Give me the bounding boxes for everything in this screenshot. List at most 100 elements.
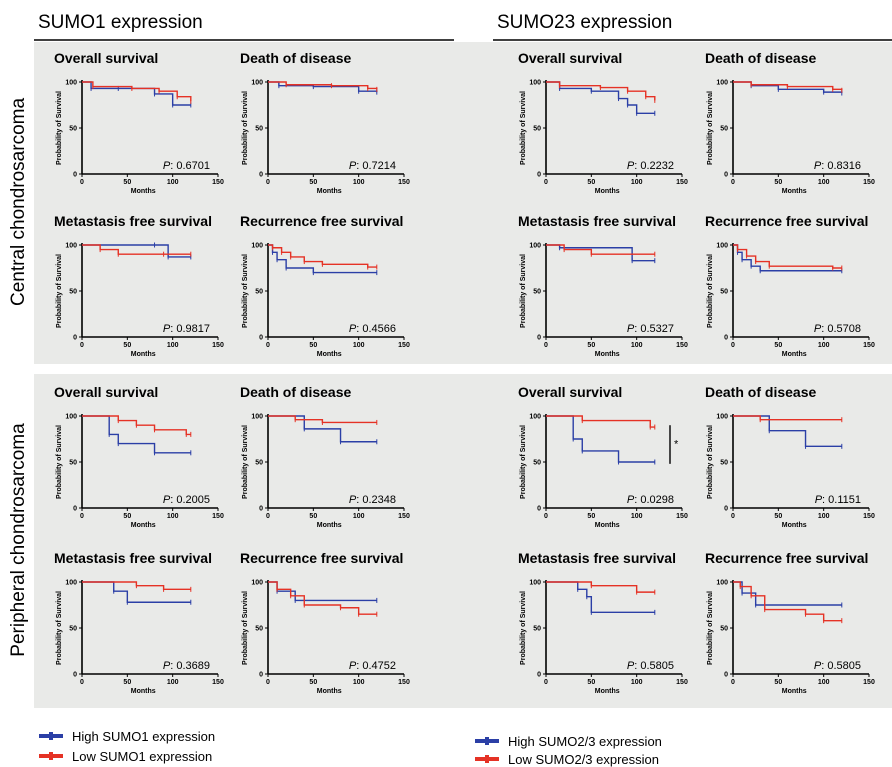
y-tick-label: 100	[251, 80, 263, 87]
y-axis-label: Probability of Survival	[56, 425, 63, 499]
y-tick-label: 100	[251, 243, 263, 250]
p-value: P: 0.5805	[814, 660, 861, 672]
p-value: P: 0.2005	[163, 494, 210, 506]
x-axis-label: Months	[317, 522, 342, 529]
x-tick-label: 50	[587, 679, 595, 686]
x-tick-label: 100	[353, 513, 365, 520]
panel-title: Recurrence free survival	[705, 550, 868, 566]
y-axis-label: Probability of Survival	[520, 591, 527, 665]
km-series-line	[268, 244, 377, 268]
legend-low-swatch-mark	[485, 755, 489, 763]
y-tick-label: 100	[65, 414, 77, 421]
x-tick-label: 100	[631, 679, 643, 686]
x-tick-label: 100	[631, 342, 643, 349]
panel-title: Death of disease	[705, 50, 816, 66]
y-tick-label: 50	[533, 460, 541, 467]
x-tick-label: 0	[731, 179, 735, 186]
x-tick-label: 0	[80, 179, 84, 186]
x-axis-label: Months	[131, 688, 156, 695]
y-tick-label: 100	[251, 414, 263, 421]
y-tick-label: 100	[529, 580, 541, 587]
y-tick-label: 50	[533, 126, 541, 133]
panel-title: Death of disease	[240, 50, 351, 66]
panel-title: Overall survival	[54, 384, 158, 400]
x-tick-label: 50	[309, 513, 317, 520]
p-value: P: 0.6701	[163, 160, 210, 172]
panel-title: Overall survival	[518, 50, 622, 66]
x-tick-label: 100	[353, 179, 365, 186]
y-axis-label: Probability of Survival	[707, 591, 714, 665]
y-axis-label: Probability of Survival	[242, 254, 249, 328]
y-tick-label: 0	[73, 672, 77, 679]
y-tick-label: 100	[716, 414, 728, 421]
p-value: P: 0.8316	[814, 160, 861, 172]
legend-sumo23-low: Low SUMO2/3 expression	[508, 752, 659, 767]
x-tick-label: 0	[80, 513, 84, 520]
x-tick-label: 50	[774, 679, 782, 686]
x-tick-label: 0	[544, 513, 548, 520]
panel-title: Overall survival	[518, 384, 622, 400]
panel-title: Overall survival	[54, 50, 158, 66]
central-panel-bg	[34, 42, 892, 364]
x-tick-label: 150	[212, 679, 224, 686]
km-panel: Metastasis free survival 0 50 100 0 50 100 150 M…	[54, 213, 224, 358]
km-panel: Recurrence free survival 0 50 100 0 50 100 150 M…	[240, 213, 410, 358]
y-tick-label: 50	[533, 289, 541, 296]
x-tick-label: 100	[167, 513, 179, 520]
km-panel: Overall survival 0 50 100 0 50 100 150 Months Pro…	[54, 384, 224, 529]
y-tick-label: 100	[716, 580, 728, 587]
x-axis-label: Months	[782, 188, 807, 195]
y-tick-label: 50	[69, 289, 77, 296]
x-tick-label: 100	[353, 342, 365, 349]
x-axis-label: Months	[317, 351, 342, 358]
y-tick-label: 50	[69, 126, 77, 133]
y-axis-label: Probability of Survival	[56, 91, 63, 165]
y-tick-label: 0	[724, 506, 728, 513]
p-value: P: 0.5708	[814, 323, 861, 335]
km-panel: Recurrence free survival 0 50 100 0 50 100 150 M…	[240, 550, 410, 695]
y-tick-label: 50	[69, 626, 77, 633]
x-tick-label: 150	[863, 179, 875, 186]
x-axis-label: Months	[131, 522, 156, 529]
y-tick-label: 50	[720, 460, 728, 467]
km-panel: Overall survival 0 50 100 0 50 100 150 Months Pro…	[54, 50, 224, 195]
y-tick-label: 0	[537, 335, 541, 342]
x-tick-label: 0	[731, 342, 735, 349]
sumo23-header: SUMO23 expression	[497, 12, 672, 33]
y-tick-label: 0	[259, 172, 263, 179]
p-value: P: 0.2232	[627, 160, 674, 172]
p-value: P: 0.7214	[349, 160, 396, 172]
y-tick-label: 0	[537, 172, 541, 179]
x-tick-label: 150	[398, 179, 410, 186]
y-tick-label: 50	[255, 460, 263, 467]
y-tick-label: 0	[537, 672, 541, 679]
y-tick-label: 100	[529, 243, 541, 250]
y-tick-label: 50	[533, 626, 541, 633]
y-axis-label: Probability of Survival	[56, 591, 63, 665]
x-tick-label: 150	[212, 179, 224, 186]
legend-low-swatch-mark	[49, 752, 53, 760]
x-axis-label: Months	[131, 351, 156, 358]
x-tick-label: 150	[398, 513, 410, 520]
y-axis-label: Probability of Survival	[707, 425, 714, 499]
y-axis-label: Probability of Survival	[520, 425, 527, 499]
y-tick-label: 0	[537, 506, 541, 513]
panel-title: Recurrence free survival	[240, 550, 403, 566]
legend-high-swatch-mark	[49, 732, 53, 740]
x-axis-label: Months	[317, 688, 342, 695]
y-axis-label: Probability of Survival	[520, 254, 527, 328]
x-tick-label: 150	[676, 679, 688, 686]
y-tick-label: 50	[255, 126, 263, 133]
panel-title: Metastasis free survival	[518, 550, 676, 566]
x-tick-label: 0	[266, 679, 270, 686]
km-panel: Overall survival 0 50 100 0 50 100 150 Months Pro…	[518, 50, 688, 195]
x-axis-label: Months	[782, 688, 807, 695]
x-axis-label: Months	[782, 351, 807, 358]
km-series-line	[546, 581, 655, 614]
km-panel: Recurrence free survival 0 50 100 0 50 100 150 M…	[705, 550, 875, 695]
km-panel: Death of disease 0 50 100 0 50 100 150 Months Pro…	[240, 50, 410, 195]
y-tick-label: 100	[65, 80, 77, 87]
p-value: P: 0.4566	[349, 323, 396, 335]
p-value: P: 0.0298	[627, 494, 674, 506]
km-panel: Overall survival 0 50 100 0 50 100 150 Months Pro…	[518, 384, 688, 529]
